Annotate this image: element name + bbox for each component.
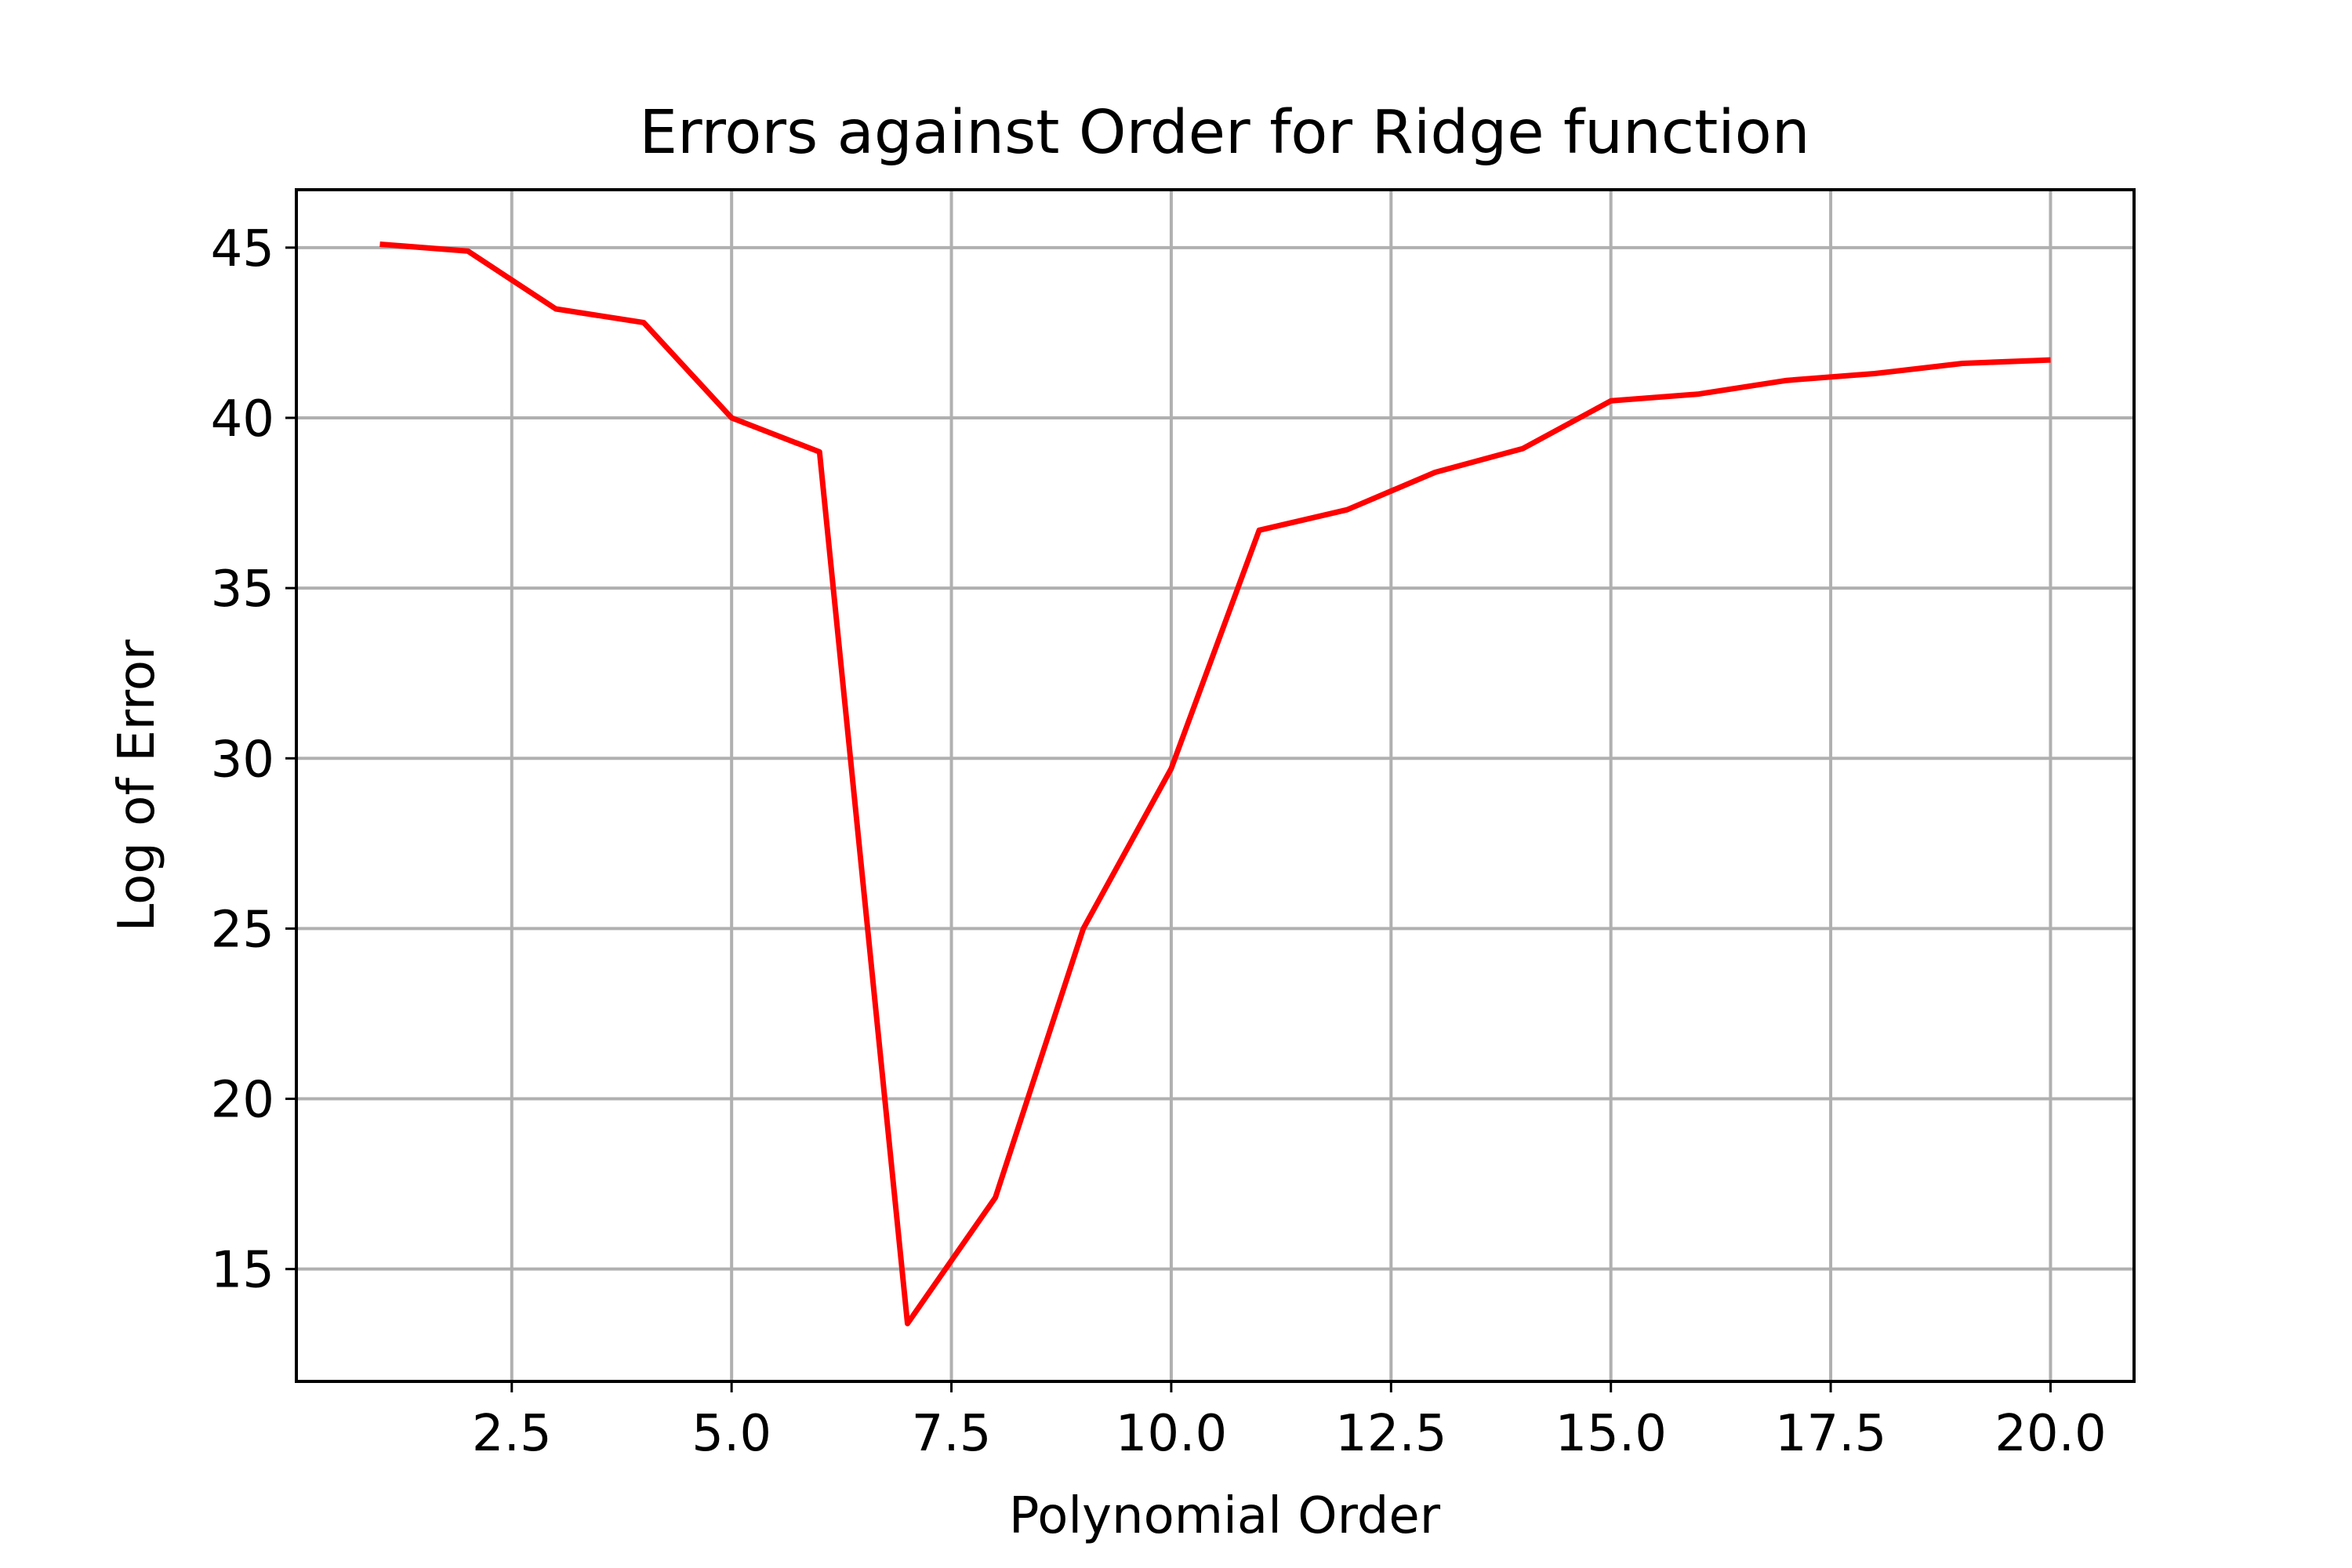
plot-frame xyxy=(295,188,2136,1383)
grid-lines xyxy=(296,190,2134,1381)
y-tick-label: 15 xyxy=(211,1242,274,1300)
x-tick-label: 7.5 xyxy=(912,1405,992,1463)
y-tick-label: 30 xyxy=(211,731,274,789)
x-tick-label: 20.0 xyxy=(1994,1405,2107,1463)
x-tick-label: 17.5 xyxy=(1775,1405,1887,1463)
x-tick-label: 15.0 xyxy=(1555,1405,1667,1463)
ticks: 2.5 5.0 7.5 10.0 12.5 15.0 17.5 20.0 15 20 25 30 35 4… xyxy=(211,220,2107,1463)
x-axis-label: Polynomial Order xyxy=(1009,1487,1441,1545)
series-line xyxy=(379,241,2051,1327)
chart-title: Errors against Order for Ridge function xyxy=(639,98,1809,168)
y-tick-label: 45 xyxy=(211,220,274,278)
y-axis-label: Log of Error xyxy=(108,639,166,931)
x-tick-label: 5.0 xyxy=(691,1405,771,1463)
y-tick-label: 25 xyxy=(211,901,274,959)
series-layer xyxy=(379,241,2051,1327)
y-tick-label: 35 xyxy=(211,561,274,619)
x-tick-label: 12.5 xyxy=(1335,1405,1447,1463)
y-tick-label: 20 xyxy=(211,1072,274,1130)
y-tick-label: 40 xyxy=(211,390,274,448)
x-tick-label: 2.5 xyxy=(472,1405,552,1463)
x-tick-label: 10.0 xyxy=(1116,1405,1228,1463)
